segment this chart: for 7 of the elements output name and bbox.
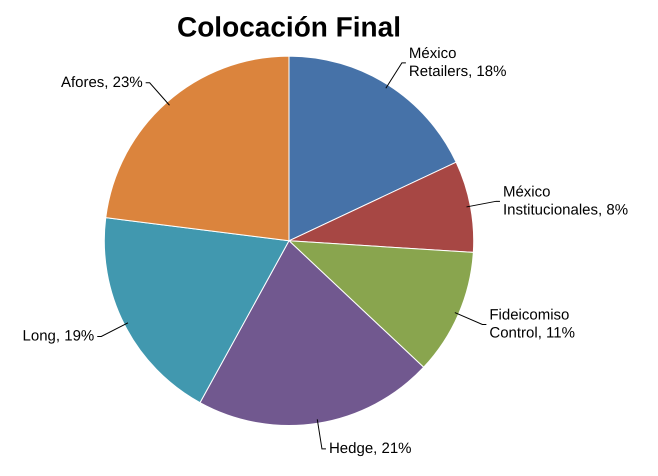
slice-label: México Institucionales, 8%	[502, 183, 628, 218]
slice-label: Fideicomiso Control, 11%	[489, 306, 575, 342]
slice-label: Long, 19%	[22, 328, 94, 345]
slice-label: Hedge, 21%	[328, 440, 412, 458]
slice-label: Afores, 23%	[60, 74, 143, 91]
slice-label: México Retailers, 18%	[408, 45, 506, 80]
chart-title: Colocación Final	[176, 12, 402, 43]
